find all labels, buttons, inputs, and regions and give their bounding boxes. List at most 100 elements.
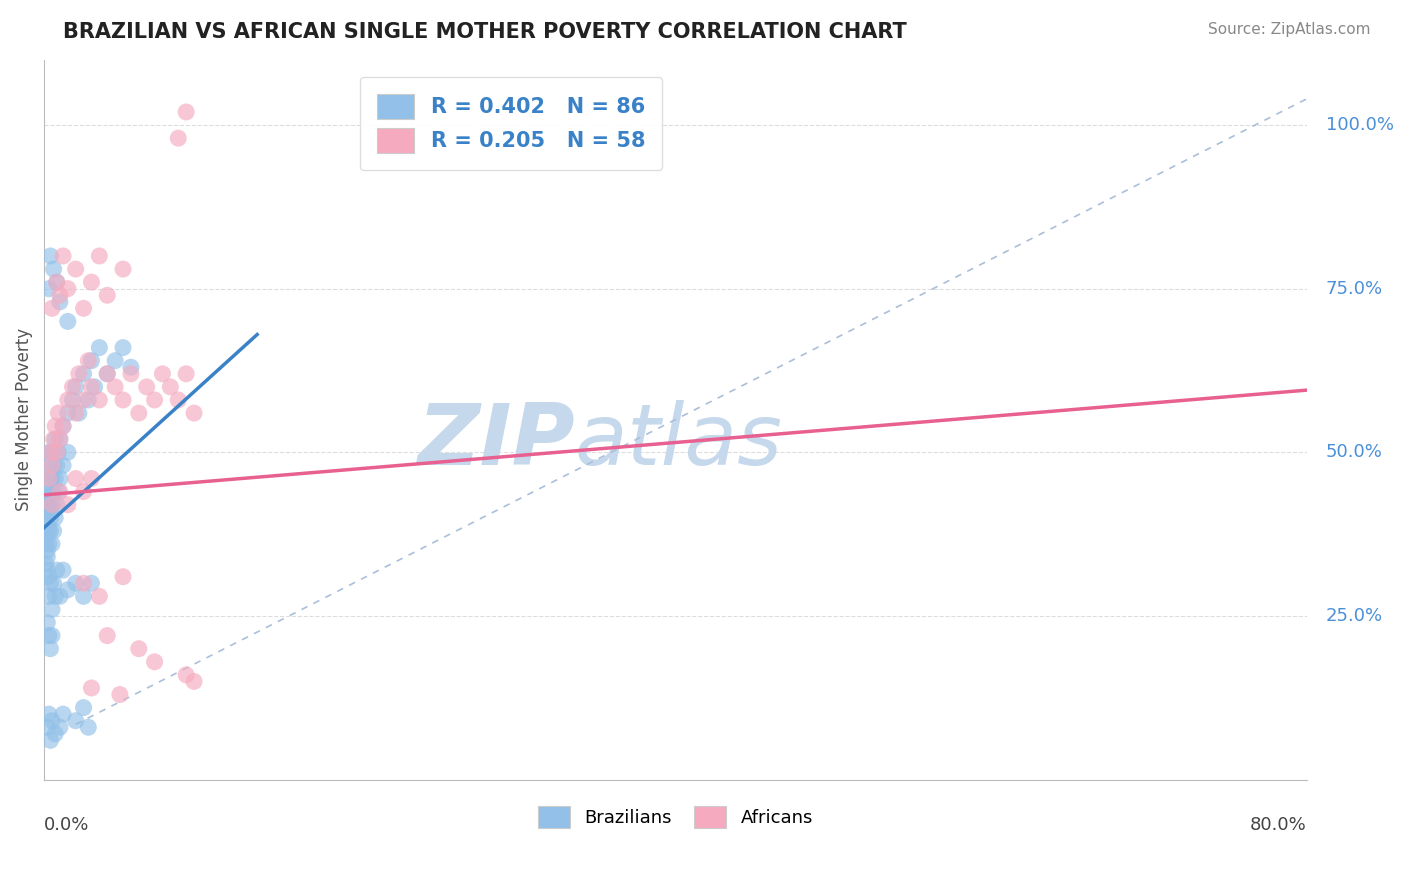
Point (38, 707, 60, 722)
Point (111, 570, 134, 584)
Point (49, 720, 72, 734)
Point (46, 484, 69, 499)
Text: 75.0%: 75.0% (1326, 280, 1382, 298)
Point (67, 367, 90, 381)
Point (135, 380, 157, 394)
Point (44, 510, 66, 524)
Point (72, 700, 94, 714)
Point (96, 367, 118, 381)
Point (41, 537, 63, 551)
Point (39, 249, 62, 263)
Point (77, 353, 100, 368)
Point (45, 275, 67, 289)
Point (80, 275, 103, 289)
Point (183, 406, 205, 420)
Point (45, 563, 67, 577)
Point (41, 471, 63, 485)
Point (42, 458, 65, 473)
Point (183, 674, 205, 689)
Point (52, 419, 75, 434)
Point (152, 367, 174, 381)
Point (34, 510, 56, 524)
Point (104, 380, 127, 394)
Point (111, 262, 134, 277)
Point (72, 484, 94, 499)
Point (72, 392, 94, 407)
Point (38, 590, 60, 604)
Point (41, 445, 63, 459)
Point (34, 498, 56, 512)
Point (62, 380, 84, 394)
Point (49, 432, 72, 446)
Point (37, 543, 59, 558)
Point (49, 294, 72, 309)
Point (128, 406, 150, 420)
Point (46, 445, 69, 459)
Point (56, 314, 79, 328)
Point (45, 458, 67, 473)
Point (34, 524, 56, 538)
Point (120, 360, 142, 375)
Point (65, 471, 87, 485)
Point (37, 550, 59, 565)
Point (41, 629, 63, 643)
Point (143, 392, 166, 407)
Point (38, 629, 60, 643)
Point (45, 498, 67, 512)
Point (49, 590, 72, 604)
Text: 50.0%: 50.0% (1326, 443, 1382, 461)
Point (39, 641, 62, 656)
Point (52, 707, 75, 722)
Point (44, 727, 66, 741)
Point (38, 445, 60, 459)
Text: 0.0%: 0.0% (44, 815, 90, 834)
Point (80, 681, 103, 695)
Point (38, 458, 60, 473)
Point (128, 641, 150, 656)
Text: 100.0%: 100.0% (1326, 116, 1393, 134)
Point (96, 629, 118, 643)
Point (111, 392, 134, 407)
Point (143, 655, 166, 669)
Point (52, 458, 75, 473)
Point (45, 275, 67, 289)
Point (65, 714, 87, 728)
Point (56, 498, 79, 512)
Point (80, 576, 103, 591)
Point (174, 367, 197, 381)
Point (96, 288, 118, 302)
Point (89, 249, 111, 263)
Point (41, 498, 63, 512)
Point (72, 576, 94, 591)
Point (67, 406, 90, 420)
Point (65, 380, 87, 394)
Point (56, 582, 79, 597)
Point (34, 557, 56, 571)
Point (65, 262, 87, 277)
Point (41, 458, 63, 473)
Point (65, 406, 87, 420)
Point (44, 471, 66, 485)
Text: atlas: atlas (575, 400, 782, 483)
Point (39, 445, 62, 459)
Point (49, 484, 72, 499)
Point (37, 517, 59, 532)
Point (41, 714, 63, 728)
Point (56, 445, 79, 459)
Point (42, 576, 65, 591)
Point (39, 524, 62, 538)
Point (42, 262, 65, 277)
Point (37, 563, 59, 577)
Point (34, 530, 56, 544)
Point (52, 563, 75, 577)
Point (38, 484, 60, 499)
Point (44, 419, 66, 434)
Point (45, 445, 67, 459)
Text: 25.0%: 25.0% (1326, 607, 1382, 625)
Point (83, 380, 105, 394)
Point (80, 380, 103, 394)
Point (41, 602, 63, 616)
Point (38, 524, 60, 538)
Point (39, 733, 62, 747)
Point (37, 504, 59, 518)
